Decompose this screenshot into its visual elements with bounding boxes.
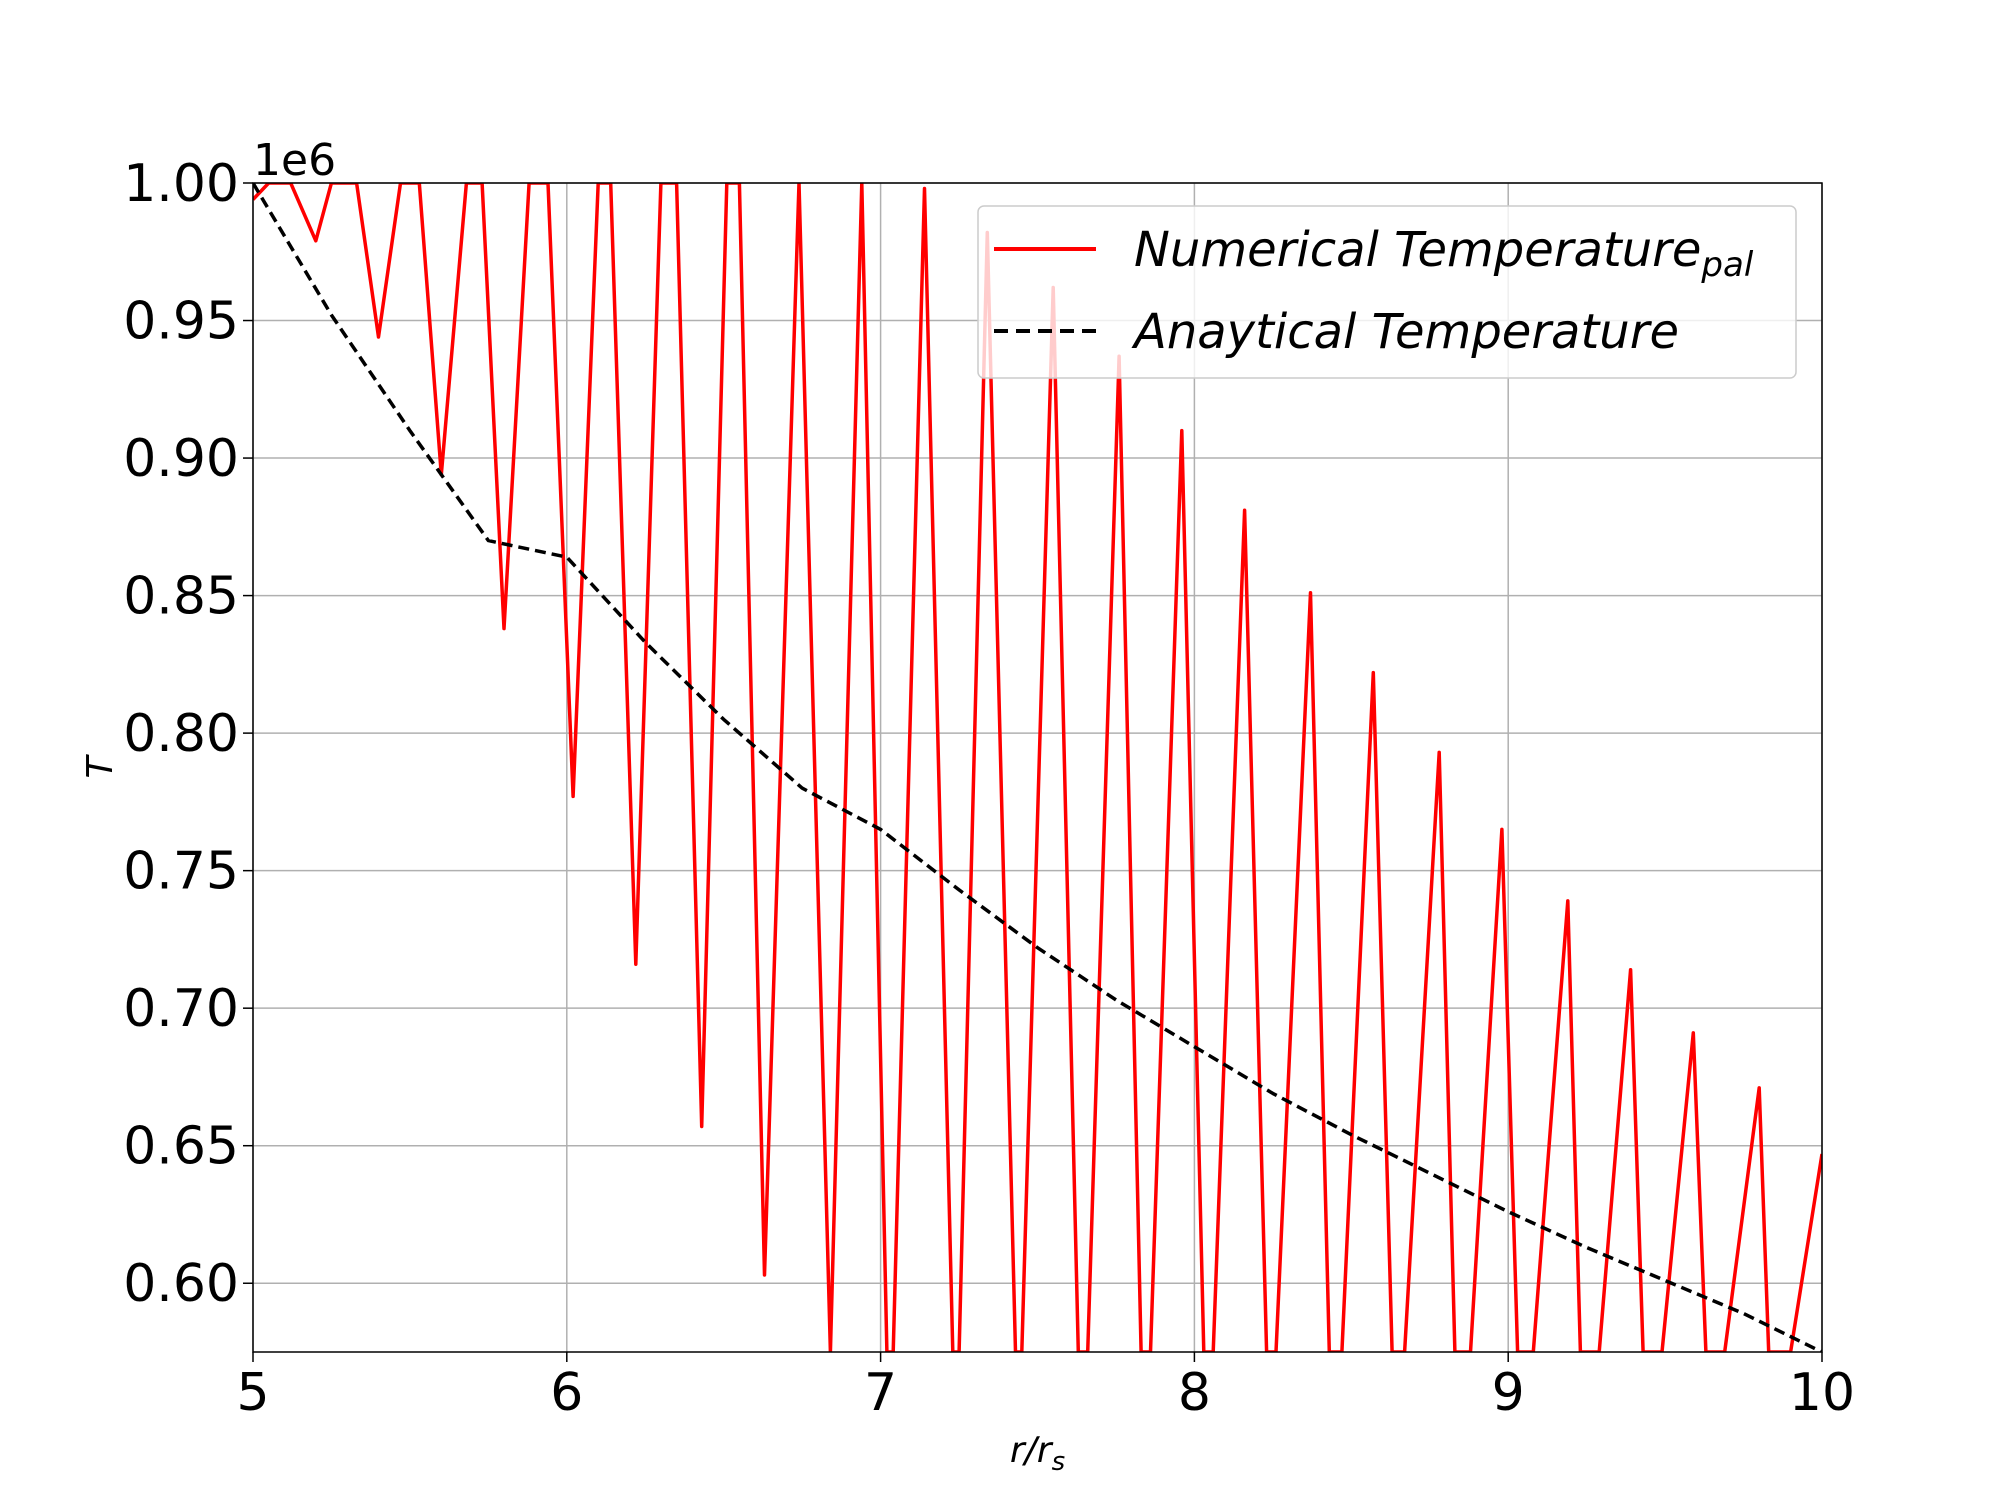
- x-tick-label: 10: [1789, 1363, 1855, 1423]
- series-line-analytical: [253, 183, 1822, 1352]
- y-tick-label: 0.85: [123, 567, 239, 627]
- y-axis-label: T: [80, 754, 121, 779]
- x-tick-label: 8: [1178, 1363, 1211, 1423]
- x-axis-label-main: r/r: [1010, 1430, 1054, 1471]
- y-tick-label: 1.00: [123, 154, 239, 214]
- y-tick-label: 0.75: [123, 842, 239, 902]
- legend: Numerical Temperaturepal Anaytical Tempe…: [977, 205, 1797, 379]
- x-tick-label: 5: [236, 1363, 269, 1423]
- x-axis-label-sub: s: [1052, 1447, 1066, 1477]
- y-tick-label: 0.65: [123, 1117, 239, 1177]
- legend-entry-numerical-main: Numerical Temperature: [1134, 222, 1701, 278]
- y-tick-label: 0.95: [123, 292, 239, 352]
- plot-frame: [252, 182, 1823, 1353]
- legend-entry-analytical: Anaytical Temperature: [1131, 304, 1679, 360]
- y-tick-label: 0.70: [123, 979, 239, 1039]
- y-tick-label: 0.90: [123, 429, 239, 489]
- legend-entry-numerical: Numerical Temperaturepal: [1134, 222, 1754, 285]
- x-axis: 5 6 7 8 9 10: [236, 1352, 1855, 1423]
- legend-entry-numerical-sub: pal: [1700, 245, 1753, 285]
- x-tick-label: 9: [1492, 1363, 1525, 1423]
- x-tick-label: 7: [864, 1363, 897, 1423]
- legend-box: [977, 205, 1797, 379]
- x-tick-label: 6: [550, 1363, 583, 1423]
- y-axis: 0.60 0.65 0.70 0.75 0.80 0.85 0.90 0.95 1.00: [123, 154, 253, 1314]
- y-offset-label: 1e6: [253, 135, 336, 186]
- y-tick-label: 0.80: [123, 704, 239, 764]
- x-axis-label: r/rs: [1010, 1430, 1065, 1477]
- y-tick-label: 0.60: [123, 1254, 239, 1314]
